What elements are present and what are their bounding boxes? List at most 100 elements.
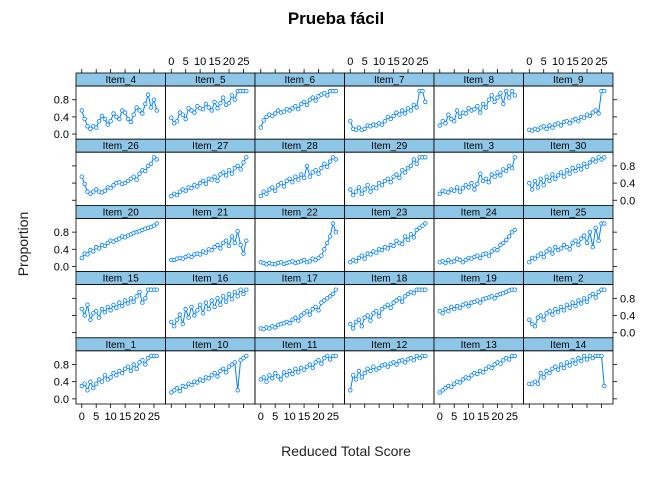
panel-item-5: Item_5 (165, 72, 256, 140)
x-tick-label: 5 (272, 411, 278, 423)
data-point (301, 175, 307, 181)
y-tick-label: 0.0 (54, 129, 69, 141)
data-point (587, 160, 593, 165)
data-point (457, 189, 463, 194)
data-point (420, 223, 425, 228)
data-point (287, 321, 292, 326)
data-point (96, 246, 102, 251)
data-point (209, 108, 214, 113)
data-point (463, 257, 468, 263)
panel-strip-label: Item_4 (105, 75, 136, 86)
data-point (443, 306, 448, 312)
data-point (226, 167, 232, 173)
data-point (275, 108, 281, 113)
data-point (452, 259, 457, 264)
data-point (275, 374, 281, 379)
data-point (197, 180, 203, 186)
data-point (408, 355, 414, 361)
data-point (541, 254, 546, 260)
data-point (134, 177, 139, 182)
data-point (117, 116, 122, 122)
x-tick-label: 0 (526, 56, 532, 68)
data-point (322, 91, 327, 96)
y-tick-label: 0.4 (54, 112, 69, 124)
data-point (122, 180, 128, 186)
x-tick-label: 25 (148, 411, 160, 423)
panel-item-29: Item_29 (344, 138, 435, 206)
data-point (200, 106, 206, 112)
data-point (472, 106, 477, 112)
data-point (348, 388, 353, 393)
panel-frame (165, 284, 256, 339)
data-point (359, 191, 364, 196)
data-point (169, 390, 174, 395)
data-point (512, 353, 517, 359)
data-point (356, 125, 362, 130)
data-point (498, 173, 503, 178)
data-point (466, 106, 471, 111)
data-point (466, 303, 471, 309)
data-point (423, 99, 428, 105)
data-point (108, 375, 113, 380)
data-point (596, 111, 601, 116)
data-point (131, 112, 136, 117)
data-point (186, 315, 191, 320)
data-point (79, 306, 84, 312)
data-point (385, 302, 390, 307)
data-point (299, 313, 304, 318)
data-point (452, 381, 457, 386)
data-point (319, 253, 324, 258)
panel-item-7: Item_7 (344, 72, 435, 140)
data-point (400, 241, 405, 247)
data-point (351, 192, 356, 198)
data-point (382, 304, 388, 310)
data-point (368, 252, 373, 257)
data-point (96, 377, 102, 382)
data-point (394, 298, 399, 303)
data-point (561, 308, 567, 313)
data-point (145, 163, 151, 169)
data-point (333, 88, 338, 94)
data-point (590, 157, 595, 162)
data-point (547, 123, 552, 128)
data-point (379, 306, 385, 312)
data-point (414, 353, 419, 359)
data-point (102, 309, 108, 315)
data-point (397, 175, 402, 181)
panel-item-13: Item_13 (433, 337, 524, 405)
data-point (544, 249, 549, 254)
panel-item-12: Item_12 (344, 337, 435, 405)
data-point (475, 371, 480, 377)
data-point (394, 362, 399, 367)
x-tick-label: 5 (362, 56, 368, 68)
data-point (229, 362, 235, 367)
data-point (374, 309, 379, 314)
data-point (319, 165, 324, 171)
data-point (558, 123, 564, 128)
data-point (200, 178, 206, 184)
data-point (587, 353, 593, 359)
y-tick-label: 0.8 (54, 95, 69, 107)
data-point (258, 377, 263, 382)
data-point (489, 365, 494, 371)
data-point (555, 367, 561, 372)
data-point (504, 237, 509, 243)
data-point (244, 88, 249, 94)
data-point (405, 106, 411, 111)
data-point (411, 291, 416, 296)
data-point (264, 114, 269, 120)
data-point (307, 174, 313, 179)
data-point (564, 244, 569, 250)
data-point (602, 383, 607, 389)
data-point (117, 368, 122, 374)
data-point (128, 119, 134, 125)
data-point (414, 105, 419, 110)
data-point (452, 118, 457, 124)
data-point (394, 110, 399, 115)
panel-strip-label: Item_2 (553, 274, 584, 285)
data-point (590, 110, 595, 115)
data-point (573, 168, 578, 174)
panel-frame (254, 85, 345, 140)
data-point (400, 299, 405, 304)
data-point (385, 114, 390, 120)
